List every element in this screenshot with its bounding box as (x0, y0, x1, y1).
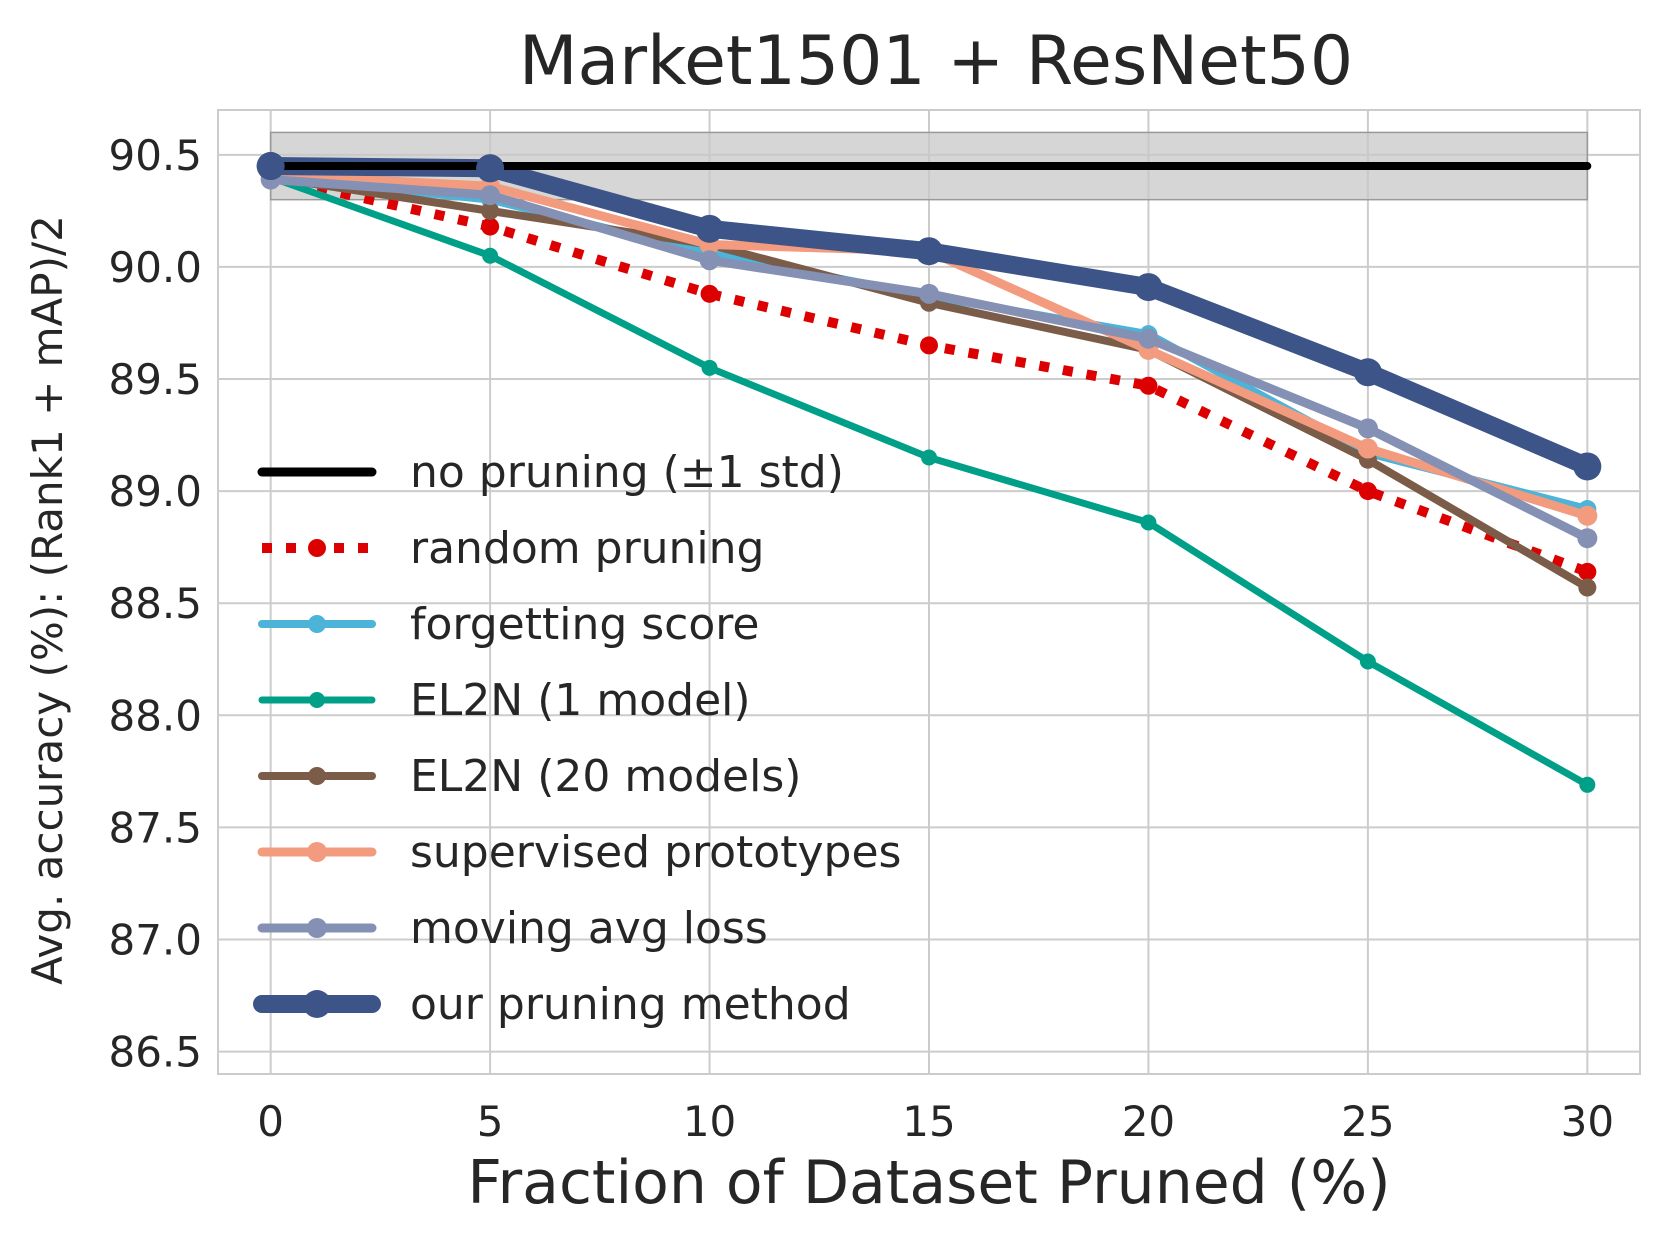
legend-label: moving avg loss (410, 903, 768, 954)
legend-label: our pruning method (410, 979, 851, 1030)
legend-item: supervised prototypes (257, 827, 901, 878)
x-tick-label: 20 (1122, 1097, 1175, 1146)
data-point (699, 250, 720, 271)
y-axis-ticks: 86.5 87.0 87.5 88.0 88.5 89.0 89.5 90.0 90.5 (108, 131, 202, 1077)
data-point (1577, 528, 1598, 549)
series-layer (256, 152, 1602, 793)
legend-label: forgetting score (410, 599, 760, 650)
data-point (700, 284, 719, 303)
data-point (919, 283, 939, 304)
legend-label: EL2N (20 models) (410, 751, 801, 802)
data-point (915, 237, 943, 266)
data-point (481, 201, 500, 220)
legend-label: EL2N (1 model) (410, 675, 751, 726)
data-point (701, 359, 718, 376)
x-tick-label: 30 (1561, 1097, 1614, 1146)
x-tick-label: 5 (477, 1097, 504, 1146)
data-point (695, 214, 724, 243)
y-tick-label: 90.5 (108, 131, 202, 180)
y-axis-label: Avg. accuracy (%): (Rank1 + mAP)/2 (23, 215, 72, 985)
legend-swatch-marker (308, 615, 326, 633)
legend-label: no pruning (±1 std) (410, 447, 844, 498)
legend-item: random pruning (262, 523, 764, 574)
y-tick-label: 86.5 (108, 1028, 202, 1077)
data-point (1353, 358, 1382, 387)
data-point (1579, 776, 1596, 793)
data-point (481, 217, 500, 236)
legend-swatch-marker (307, 842, 327, 862)
data-point (476, 154, 505, 183)
legend-item: no pruning (±1 std) (257, 447, 844, 498)
data-point (1578, 562, 1597, 581)
data-point (256, 152, 285, 181)
series-2 (262, 169, 1596, 793)
legend-label: random pruning (410, 523, 764, 574)
chart-title: Market1501 + ResNet50 (519, 22, 1353, 101)
x-tick-label: 25 (1341, 1097, 1394, 1146)
y-tick-label: 87.5 (108, 803, 202, 852)
data-point (1357, 418, 1378, 439)
grid (218, 110, 1640, 1074)
x-axis-label: Fraction of Dataset Pruned (%) (467, 1148, 1390, 1218)
x-tick-label: 0 (257, 1097, 284, 1146)
x-tick-label: 10 (683, 1097, 736, 1146)
legend: no pruning (±1 std) random pruning forgett… (253, 447, 901, 1030)
y-tick-label: 89.0 (108, 467, 202, 516)
data-point (1359, 653, 1376, 670)
y-tick-label: 89.5 (108, 355, 202, 404)
legend-item: moving avg loss (257, 903, 768, 954)
legend-swatch-marker (308, 539, 326, 557)
legend-swatch-marker (303, 990, 331, 1018)
y-tick-label: 88.5 (108, 579, 202, 628)
y-tick-label: 90.0 (108, 243, 202, 292)
legend-item: EL2N (20 models) (258, 751, 801, 802)
data-point (1573, 452, 1602, 481)
legend-item: our pruning method (253, 979, 851, 1030)
data-point (480, 185, 501, 206)
data-point (482, 247, 499, 264)
y-tick-label: 87.0 (108, 915, 202, 964)
data-point (1358, 482, 1377, 501)
data-point (920, 336, 938, 355)
legend-swatch-marker (308, 767, 326, 785)
x-axis-ticks: 0 5 10 15 20 25 30 (257, 1097, 1614, 1146)
data-point (1578, 578, 1597, 597)
data-point (921, 449, 937, 466)
data-point (1138, 328, 1159, 349)
data-point (1134, 273, 1163, 302)
legend-item: EL2N (1 model) (258, 675, 751, 726)
data-point (1139, 376, 1158, 395)
y-tick-label: 88.0 (108, 691, 202, 740)
x-tick-label: 15 (902, 1097, 955, 1146)
legend-label: supervised prototypes (410, 827, 901, 878)
data-point (1140, 514, 1157, 531)
data-point (1577, 505, 1598, 526)
legend-item: forgetting score (258, 599, 760, 650)
legend-swatch-marker (309, 692, 325, 708)
data-point (1357, 438, 1378, 459)
legend-swatch-marker (307, 918, 327, 938)
